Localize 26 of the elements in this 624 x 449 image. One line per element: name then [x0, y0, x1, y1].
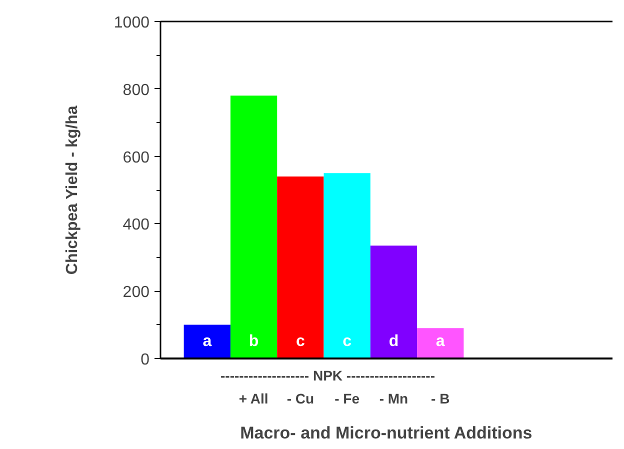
bar [230, 96, 278, 358]
bar [277, 176, 324, 358]
x-tick-label: + All [238, 390, 268, 406]
x-tick-label: - Cu [286, 390, 314, 406]
bar [324, 173, 370, 358]
data-label: c [342, 333, 352, 350]
bar [184, 324, 230, 358]
bar [417, 328, 464, 358]
data-label: a [436, 333, 445, 350]
y-tick-label: 400 [122, 216, 150, 234]
bar [370, 246, 418, 358]
y-tick-label: 0 [140, 352, 150, 368]
x-tick-label: - Fe [334, 390, 360, 406]
text: ------------------- NPK ------------------- [220, 368, 436, 384]
y-axis-title: Chickpea Yield - kg/ha [64, 106, 81, 275]
y-tick-label: 600 [122, 149, 150, 166]
y-tick-label: 200 [122, 284, 150, 302]
data-label: d [388, 333, 399, 350]
x-tick-label: - B [431, 390, 450, 406]
data-label: b [248, 333, 259, 350]
y-tick-label: 1000 [114, 14, 150, 32]
x-axis-title: Macro- and Micro-nutrient Additions [240, 424, 532, 442]
y-tick-label: 800 [122, 82, 150, 99]
data-label: a [202, 333, 212, 350]
data-label: c [296, 333, 305, 350]
x-tick-label: - Mn [379, 390, 408, 406]
